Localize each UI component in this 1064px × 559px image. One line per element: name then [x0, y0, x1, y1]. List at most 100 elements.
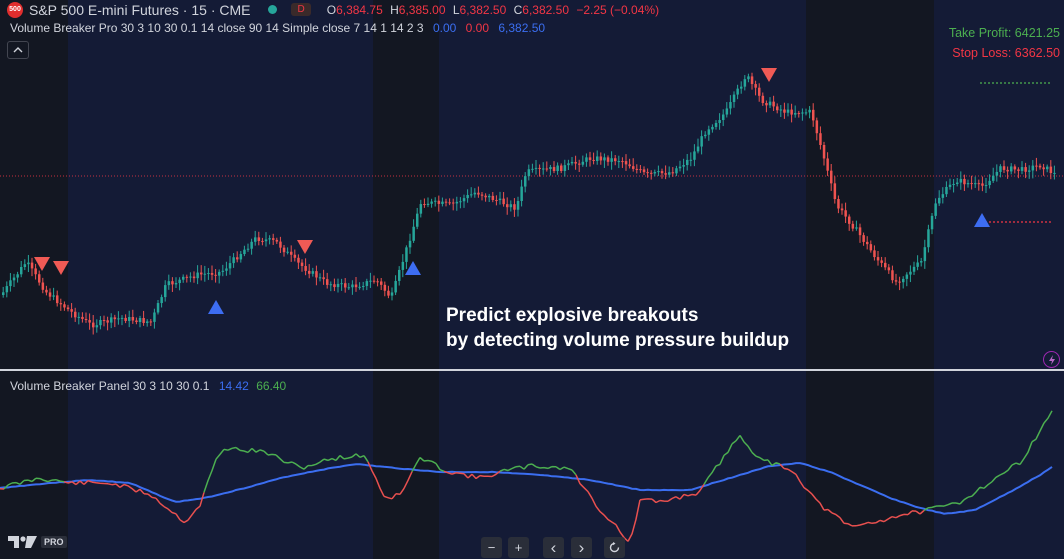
candle: [902, 278, 905, 283]
candle: [585, 157, 588, 162]
candle: [682, 165, 685, 167]
candle: [527, 169, 531, 177]
candle: [470, 194, 473, 196]
candle: [268, 238, 271, 240]
collapse-button[interactable]: [7, 41, 29, 59]
candle: [1028, 170, 1031, 172]
candle: [167, 281, 171, 286]
candle: [844, 210, 847, 217]
candle: [923, 247, 927, 262]
lightning-icon[interactable]: [1043, 351, 1060, 368]
candle: [671, 172, 675, 174]
candle: [696, 146, 700, 152]
candle: [380, 281, 383, 285]
candle: [927, 229, 930, 248]
session-band: [439, 0, 806, 559]
candle: [416, 213, 419, 227]
candle: [624, 161, 628, 165]
tradingview-logo: PRO: [8, 535, 67, 549]
candle: [228, 263, 232, 269]
candle: [610, 158, 613, 162]
candle: [264, 239, 268, 242]
reset-button[interactable]: [604, 537, 625, 558]
candle: [149, 321, 153, 323]
session-band: [934, 0, 1064, 559]
candle: [282, 247, 286, 253]
candle: [873, 250, 876, 258]
candle: [617, 161, 621, 163]
indicator-value-1: 0.00: [432, 21, 457, 35]
candle: [113, 317, 117, 320]
candle: [660, 171, 664, 174]
candle: [570, 161, 574, 164]
candle: [498, 198, 502, 201]
indicator-legend-bottom[interactable]: Volume Breaker Panel 30 3 10 30 0.1 14.4…: [10, 379, 286, 393]
candle: [664, 173, 667, 175]
session-band: [68, 0, 373, 559]
candle: [48, 292, 52, 297]
candle: [41, 282, 45, 290]
candle: [308, 270, 311, 274]
candle: [290, 251, 293, 255]
candle: [1017, 169, 1020, 171]
zoom-in-button[interactable]: +: [508, 537, 529, 558]
candle: [5, 286, 9, 293]
candle: [275, 239, 279, 242]
candle: [596, 156, 599, 161]
candle: [423, 204, 426, 206]
candle: [185, 276, 189, 278]
candle: [477, 192, 480, 195]
candle: [779, 109, 783, 111]
session-band: [806, 0, 934, 559]
caption: Predict explosive breakouts by detecting…: [446, 303, 789, 353]
candle: [444, 201, 448, 203]
red-oscillator-line: [0, 461, 925, 542]
candle: [146, 321, 149, 323]
candle: [830, 170, 833, 184]
session-band: [0, 0, 68, 559]
candle: [909, 271, 912, 275]
tv-logo-icon: [8, 536, 37, 548]
candle: [210, 273, 214, 275]
candle: [383, 284, 387, 291]
candle: [866, 241, 869, 245]
candle: [574, 161, 577, 164]
symbol-badge: 500: [7, 1, 23, 18]
candle: [894, 280, 898, 282]
candle: [905, 274, 909, 279]
candle: [207, 273, 210, 275]
candle: [707, 129, 711, 135]
candle: [884, 262, 887, 268]
candle: [768, 101, 772, 106]
symbol-title[interactable]: S&P 500 E-mini Futures · 15 · CME: [29, 1, 251, 18]
candle: [578, 163, 581, 165]
candle: [128, 316, 131, 321]
candle: [495, 199, 498, 201]
candle: [599, 156, 603, 161]
candle: [491, 195, 495, 200]
candle: [588, 157, 592, 160]
candle: [23, 264, 27, 268]
candle: [30, 262, 34, 269]
candle: [214, 274, 217, 276]
zoom-out-button[interactable]: −: [481, 537, 502, 558]
candle: [178, 279, 181, 284]
candle: [81, 316, 84, 319]
candle: [563, 165, 567, 171]
candle: [326, 279, 329, 285]
pane-separator: [0, 369, 1064, 371]
scroll-right-button[interactable]: ›: [571, 537, 592, 558]
candle: [99, 319, 102, 326]
candle: [9, 280, 12, 287]
candle: [77, 316, 81, 318]
candle: [365, 281, 369, 286]
candle: [1042, 167, 1045, 170]
candle: [408, 240, 412, 248]
candle: [322, 277, 325, 280]
scroll-left-button[interactable]: ‹: [543, 537, 564, 558]
indicator-legend-top[interactable]: Volume Breaker Pro 30 3 10 30 0.1 14 clo…: [10, 21, 545, 35]
candle: [898, 281, 901, 283]
candle: [981, 183, 984, 186]
